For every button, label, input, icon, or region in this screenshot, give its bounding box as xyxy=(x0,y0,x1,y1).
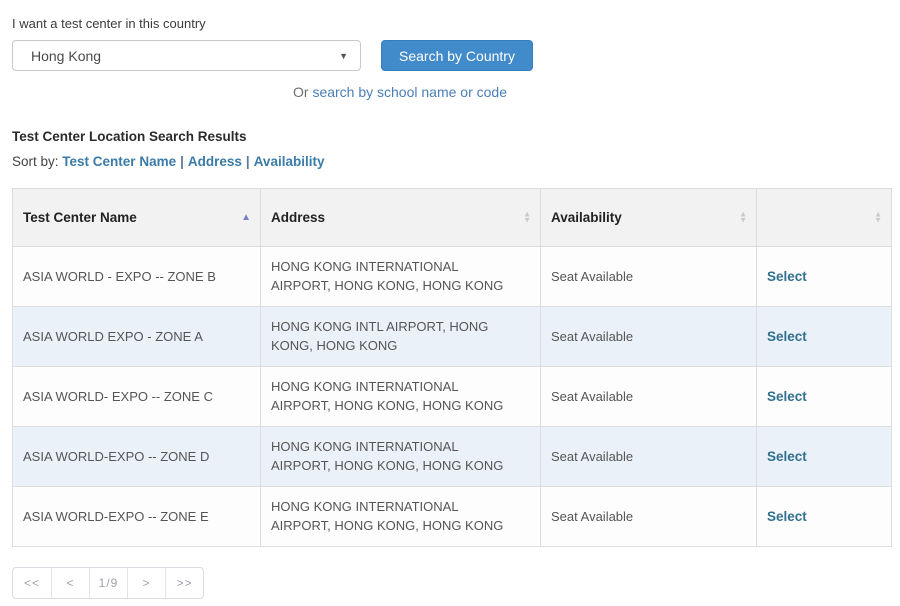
pagination-first-button[interactable]: << xyxy=(23,576,40,590)
dropdown-caret-icon: ▼ xyxy=(339,50,348,61)
cell-availability: Seat Available xyxy=(540,306,757,367)
cell-availability: Seat Available xyxy=(540,366,757,427)
country-select-value: Hong Kong xyxy=(31,47,102,64)
select-link[interactable]: Select xyxy=(767,269,807,284)
cell-address: HONG KONG INTERNATIONAL AIRPORT, HONG KO… xyxy=(260,246,541,307)
cell-availability: Seat Available xyxy=(540,426,757,487)
column-header-label: Address xyxy=(271,210,326,225)
table-row: ASIA WORLD EXPO - ZONE A HONG KONG INTL … xyxy=(12,306,892,367)
search-by-school-link[interactable]: search by school name or code xyxy=(312,84,507,100)
search-by-country-button[interactable]: Search by Country xyxy=(381,40,533,71)
cell-select: Select xyxy=(756,366,892,427)
column-header-test-center-name[interactable]: Test Center Name ▲ xyxy=(12,188,261,247)
sort-both-icon: ▲ ▼ xyxy=(523,209,531,225)
cell-select: Select xyxy=(756,306,892,367)
column-header-label: Test Center Name xyxy=(23,210,137,225)
column-header-address[interactable]: Address ▲ ▼ xyxy=(260,188,541,247)
table-header-row: Test Center Name ▲ Address ▲ ▼ Availabili… xyxy=(12,188,892,247)
cell-address: HONG KONG INTL AIRPORT, HONG KONG, HONG … xyxy=(260,306,541,367)
results-table: Test Center Name ▲ Address ▲ ▼ Availabili… xyxy=(12,188,892,547)
sort-link-availability[interactable]: Availability xyxy=(253,154,325,169)
select-link[interactable]: Select xyxy=(767,449,807,464)
select-link[interactable]: Select xyxy=(767,509,807,524)
sort-separator: | xyxy=(180,154,184,169)
pagination-last-button[interactable]: >> xyxy=(165,568,203,598)
cell-test-center-name: ASIA WORLD-EXPO -- ZONE D xyxy=(12,426,261,487)
cell-test-center-name: ASIA WORLD-EXPO -- ZONE E xyxy=(12,486,261,547)
cell-availability: Seat Available xyxy=(540,486,757,547)
pagination-prev-button[interactable]: < xyxy=(51,568,89,598)
sort-by-label: Sort by: xyxy=(12,154,59,169)
cell-select: Select xyxy=(756,426,892,487)
cell-select: Select xyxy=(756,486,892,547)
cell-test-center-name: ASIA WORLD - EXPO -- ZONE B xyxy=(12,246,261,307)
sort-link-test-center-name[interactable]: Test Center Name xyxy=(62,154,177,169)
table-row: ASIA WORLD- EXPO -- ZONE C HONG KONG INT… xyxy=(12,366,892,427)
sort-both-icon: ▲ ▼ xyxy=(739,209,747,225)
alt-search-prefix: Or xyxy=(292,84,313,100)
sort-by-row: Sort by: Test Center Name | Address | Availa… xyxy=(12,154,891,169)
pagination: << < 1/9 > >> xyxy=(12,567,204,599)
sort-separator: | xyxy=(245,154,250,169)
cell-address: HONG KONG INTERNATIONAL AIRPORT, HONG KO… xyxy=(260,426,541,487)
pagination-page-indicator: 1/9 xyxy=(89,568,127,598)
sort-both-icon: ▲ ▼ xyxy=(874,209,882,225)
column-header-select: ▲ ▼ xyxy=(756,188,892,247)
cell-address: HONG KONG INTERNATIONAL AIRPORT, HONG KO… xyxy=(260,366,541,427)
cell-availability: Seat Available xyxy=(540,246,757,307)
cell-test-center-name: ASIA WORLD EXPO - ZONE A xyxy=(12,306,261,367)
sort-asc-icon: ▲ xyxy=(241,211,251,223)
column-header-label: Availability xyxy=(551,210,622,225)
select-link[interactable]: Select xyxy=(767,329,807,344)
sort-link-address[interactable]: Address xyxy=(187,154,242,169)
table-row: ASIA WORLD-EXPO -- ZONE E HONG KONG INTE… xyxy=(12,486,892,547)
pagination-next-button[interactable]: > xyxy=(127,568,165,598)
table-row: ASIA WORLD - EXPO -- ZONE B HONG KONG IN… xyxy=(12,246,892,307)
column-header-availability[interactable]: Availability ▲ ▼ xyxy=(540,188,757,247)
cell-address: HONG KONG INTERNATIONAL AIRPORT, HONG KO… xyxy=(260,486,541,547)
cell-select: Select xyxy=(756,246,892,307)
results-title: Test Center Location Search Results xyxy=(12,129,247,144)
cell-test-center-name: ASIA WORLD- EXPO -- ZONE C xyxy=(12,366,261,427)
alt-search-line: Or search by school name or code xyxy=(12,84,788,100)
select-link[interactable]: Select xyxy=(767,389,807,404)
country-select[interactable]: Hong Kong ▼ xyxy=(12,40,361,71)
table-row: ASIA WORLD-EXPO -- ZONE D HONG KONG INTE… xyxy=(12,426,892,487)
country-search-label: I want a test center in this country xyxy=(12,16,206,31)
search-controls: Hong Kong ▼ Search by Country xyxy=(12,40,891,71)
